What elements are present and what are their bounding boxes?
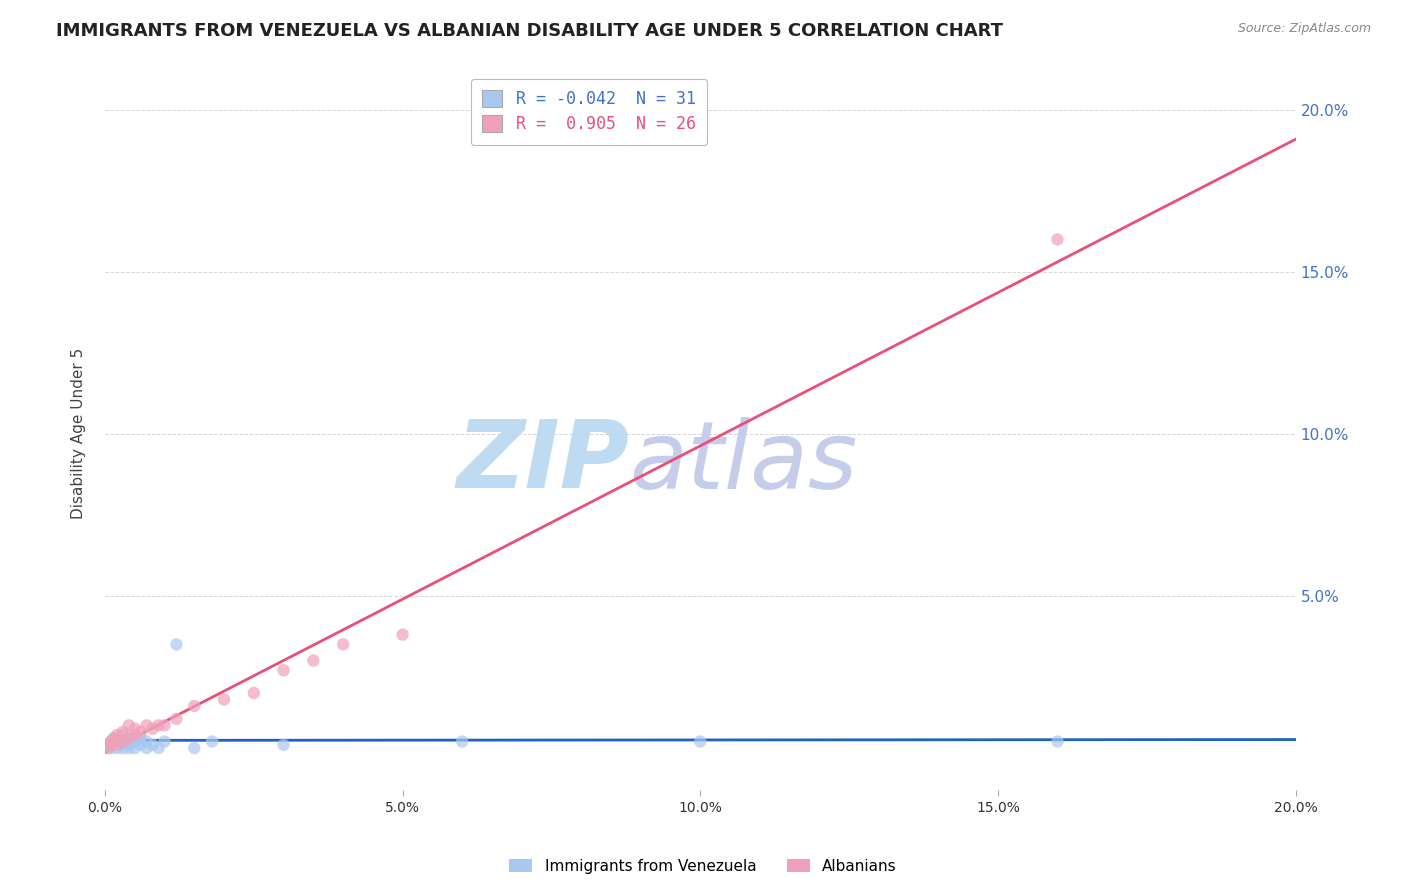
Point xyxy=(451,734,474,748)
Point xyxy=(212,692,235,706)
Y-axis label: Disability Age Under 5: Disability Age Under 5 xyxy=(72,348,86,519)
Point xyxy=(118,738,141,752)
Point xyxy=(153,734,176,748)
Point xyxy=(97,741,120,756)
Point xyxy=(165,712,187,726)
Point xyxy=(105,738,128,752)
Point xyxy=(108,738,131,752)
Point xyxy=(103,731,125,746)
Point xyxy=(124,741,146,756)
Legend: R = -0.042  N = 31, R =  0.905  N = 26: R = -0.042 N = 31, R = 0.905 N = 26 xyxy=(471,78,707,145)
Point xyxy=(135,734,157,748)
Point xyxy=(103,738,125,752)
Text: atlas: atlas xyxy=(628,417,858,508)
Point xyxy=(391,627,413,641)
Point xyxy=(201,734,224,748)
Point xyxy=(243,686,266,700)
Point xyxy=(100,738,122,752)
Point xyxy=(165,637,187,651)
Point xyxy=(105,728,128,742)
Point xyxy=(183,741,205,756)
Point xyxy=(153,718,176,732)
Point xyxy=(118,731,141,746)
Point xyxy=(135,718,157,732)
Point xyxy=(111,724,134,739)
Point xyxy=(124,731,146,746)
Point xyxy=(111,741,134,756)
Text: IMMIGRANTS FROM VENEZUELA VS ALBANIAN DISABILITY AGE UNDER 5 CORRELATION CHART: IMMIGRANTS FROM VENEZUELA VS ALBANIAN DI… xyxy=(56,22,1004,40)
Point xyxy=(105,741,128,756)
Point xyxy=(148,718,170,732)
Point xyxy=(111,734,134,748)
Point xyxy=(97,738,120,752)
Legend: Immigrants from Venezuela, Albanians: Immigrants from Venezuela, Albanians xyxy=(503,853,903,880)
Point xyxy=(142,738,165,752)
Point xyxy=(129,731,152,746)
Point xyxy=(124,722,146,736)
Point xyxy=(105,734,128,748)
Text: ZIP: ZIP xyxy=(456,417,628,508)
Point xyxy=(103,731,125,746)
Point xyxy=(129,724,152,739)
Point xyxy=(142,722,165,736)
Point xyxy=(118,734,141,748)
Point xyxy=(118,718,141,732)
Point xyxy=(1046,734,1069,748)
Point xyxy=(135,741,157,756)
Point xyxy=(129,738,152,752)
Point xyxy=(273,738,295,752)
Point xyxy=(273,663,295,677)
Point xyxy=(100,734,122,748)
Point xyxy=(111,728,134,742)
Point xyxy=(111,734,134,748)
Point xyxy=(100,734,122,748)
Point xyxy=(118,741,141,756)
Point xyxy=(1046,232,1069,246)
Point xyxy=(100,741,122,756)
Point xyxy=(302,654,325,668)
Text: Source: ZipAtlas.com: Source: ZipAtlas.com xyxy=(1237,22,1371,36)
Point xyxy=(183,698,205,713)
Point xyxy=(148,741,170,756)
Point xyxy=(124,728,146,742)
Point xyxy=(332,637,354,651)
Point xyxy=(689,734,711,748)
Point xyxy=(124,734,146,748)
